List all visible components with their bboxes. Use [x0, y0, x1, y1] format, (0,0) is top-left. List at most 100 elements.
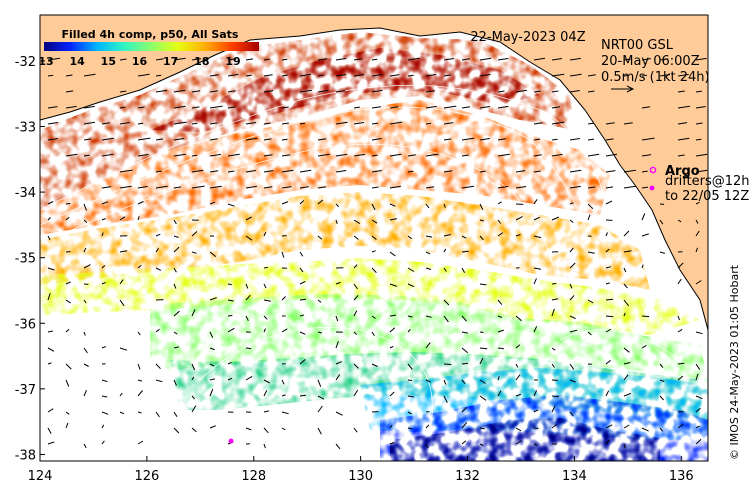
- current-vector: [317, 379, 322, 387]
- current-vector: [299, 186, 309, 189]
- current-vector: [551, 153, 563, 157]
- current-vector: [461, 315, 467, 322]
- current-vector: [389, 314, 396, 317]
- current-vector: [65, 90, 74, 93]
- current-vector: [695, 280, 702, 285]
- current-vector: [515, 234, 521, 237]
- current-vector: [317, 235, 323, 240]
- current-vector: [515, 315, 522, 322]
- current-vector: [677, 73, 689, 77]
- current-vector: [389, 424, 393, 429]
- current-vector: [533, 138, 541, 141]
- current-vector: [497, 299, 503, 305]
- current-vector: [605, 232, 608, 237]
- current-vector: [335, 121, 348, 125]
- current-vector: [137, 122, 144, 125]
- current-vector: [137, 73, 150, 77]
- x-tick-label: 132: [455, 469, 480, 484]
- current-vector: [371, 363, 378, 367]
- current-vector: [407, 315, 413, 318]
- current-vector: [101, 232, 104, 237]
- current-vector: [173, 331, 178, 335]
- current-vector: [227, 327, 235, 333]
- current-vector: [299, 73, 312, 77]
- current-vector: [263, 379, 271, 384]
- current-vector: [479, 138, 490, 141]
- current-vector: [155, 58, 164, 61]
- current-vector: [533, 326, 538, 333]
- current-vector: [407, 411, 412, 415]
- current-vector: [497, 138, 507, 141]
- current-vector: [209, 331, 214, 338]
- current-vector: [281, 201, 289, 205]
- current-vector: [119, 106, 126, 109]
- x-tick-label: 126: [134, 469, 159, 484]
- current-vector: [659, 251, 666, 254]
- current-vector: [461, 235, 467, 239]
- current-vector: [335, 374, 341, 381]
- current-vector: [389, 391, 395, 397]
- current-vector: [515, 440, 522, 445]
- current-vector: [335, 443, 341, 450]
- current-vector: [407, 74, 414, 77]
- current-vector: [83, 390, 87, 397]
- current-vector: [47, 57, 61, 61]
- current-vector: [569, 138, 580, 141]
- current-vector: [533, 216, 541, 221]
- current-vector: [299, 298, 307, 301]
- current-vector: [551, 308, 555, 317]
- argo-marker: [649, 166, 657, 174]
- current-vector: [317, 138, 327, 141]
- x-tick-label: 124: [28, 469, 53, 484]
- current-vector: [155, 379, 163, 383]
- current-vector: [245, 315, 249, 322]
- current-vector: [623, 424, 630, 429]
- current-vector: [533, 409, 539, 413]
- current-vector: [281, 138, 288, 141]
- current-vector: [533, 443, 538, 446]
- colorbar-ticks: 13 14 15 16 17 18 19: [38, 55, 240, 68]
- current-vector: [389, 153, 402, 157]
- current-vector: [587, 90, 595, 93]
- current-vector: [173, 219, 177, 225]
- vector-legend: NRT00 GSL 20-May 06:00Z 0.5m/s (1kt 24h): [601, 38, 710, 93]
- current-vector: [353, 235, 359, 240]
- legend-line2: 20-May 06:00Z: [601, 54, 700, 69]
- current-vector: [173, 121, 187, 125]
- current-vector: [605, 315, 614, 318]
- current-vector: [191, 231, 198, 237]
- current-vector: [263, 122, 271, 125]
- date-label: 22-May-2023 04Z: [470, 30, 585, 45]
- current-vector: [443, 315, 449, 323]
- current-vector: [83, 363, 89, 367]
- current-vector: [47, 235, 51, 241]
- current-vector: [137, 264, 142, 269]
- current-vector: [299, 394, 307, 397]
- current-vector: [227, 361, 232, 365]
- current-vector: [623, 74, 630, 77]
- argo-legend: Argo drifters@12h to 22/05 12Z: [665, 164, 750, 204]
- current-vector: [461, 406, 468, 413]
- current-vector: [227, 299, 234, 302]
- current-vector: [641, 264, 644, 269]
- current-vector: [101, 379, 108, 383]
- current-vector: [695, 363, 701, 370]
- current-vector: [155, 89, 168, 93]
- current-vector: [569, 329, 578, 333]
- current-vector: [605, 200, 613, 205]
- current-vector: [101, 137, 114, 141]
- current-vector: [119, 411, 125, 415]
- current-vector: [461, 347, 469, 354]
- current-vector: [623, 267, 627, 273]
- current-vector: [119, 90, 127, 93]
- current-vector: [659, 379, 665, 382]
- current-vector: [605, 266, 612, 269]
- current-vector: [587, 186, 596, 189]
- current-vector: [83, 443, 87, 449]
- current-vector: [407, 328, 411, 333]
- current-vector: [551, 138, 558, 141]
- current-vector: [515, 186, 527, 189]
- current-vector: [245, 294, 251, 301]
- current-vector: [587, 203, 594, 210]
- current-vector: [191, 185, 205, 189]
